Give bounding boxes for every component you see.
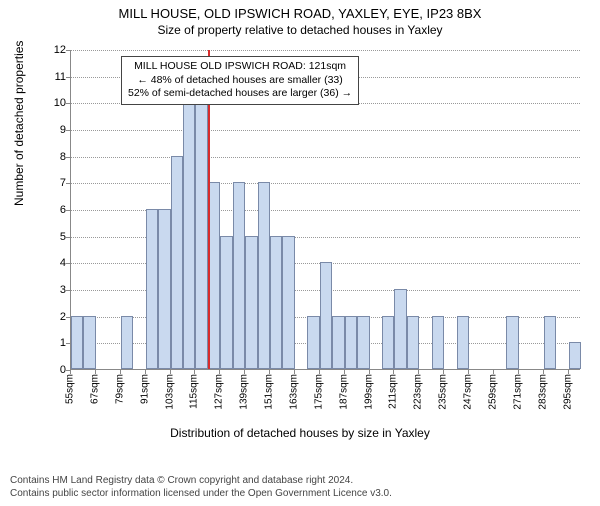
- histogram-bar: [171, 156, 183, 369]
- y-tick-mark: [66, 210, 70, 211]
- histogram-bar: [544, 316, 556, 369]
- chart-subtitle: Size of property relative to detached ho…: [0, 23, 600, 37]
- histogram-bar: [394, 289, 406, 369]
- y-tick-mark: [66, 183, 70, 184]
- x-tick-label: 247sqm: [463, 374, 474, 410]
- histogram-bar: [506, 316, 518, 369]
- histogram-bar: [569, 342, 581, 369]
- histogram-bar: [158, 209, 170, 369]
- y-tick-mark: [66, 103, 70, 104]
- x-tick-label: 67sqm: [89, 374, 100, 404]
- y-tick-mark: [66, 343, 70, 344]
- x-tick-label: 115sqm: [189, 374, 200, 409]
- y-tick-mark: [66, 130, 70, 131]
- y-tick-label: 7: [42, 177, 66, 189]
- y-tick-label: 3: [42, 284, 66, 296]
- histogram-bar: [146, 209, 158, 369]
- chart-area: MILL HOUSE OLD IPSWICH ROAD: 121sqm← 48%…: [50, 50, 580, 420]
- x-tick-label: 235sqm: [438, 374, 449, 410]
- y-tick-label: 0: [42, 364, 66, 376]
- x-tick-label: 211sqm: [388, 374, 399, 409]
- histogram-bar: [71, 316, 83, 369]
- x-tick-label: 283sqm: [537, 374, 548, 410]
- x-tick-label: 199sqm: [363, 374, 374, 410]
- gridline: [71, 130, 580, 131]
- histogram-bar: [245, 236, 257, 369]
- y-tick-label: 1: [42, 337, 66, 349]
- x-tick-label: 151sqm: [264, 374, 275, 410]
- x-tick-label: 55sqm: [65, 374, 76, 404]
- annot-line-1: MILL HOUSE OLD IPSWICH ROAD: 121sqm: [128, 60, 352, 74]
- histogram-bar: [83, 316, 95, 369]
- y-tick-mark: [66, 157, 70, 158]
- y-tick-mark: [66, 50, 70, 51]
- annot-line-2: ← 48% of detached houses are smaller (33…: [128, 74, 352, 88]
- annotation-box: MILL HOUSE OLD IPSWICH ROAD: 121sqm← 48%…: [121, 56, 359, 105]
- x-tick-label: 139sqm: [239, 374, 250, 410]
- x-tick-label: 259sqm: [487, 374, 498, 410]
- y-tick-label: 2: [42, 311, 66, 323]
- y-tick-mark: [66, 263, 70, 264]
- x-tick-label: 271sqm: [512, 374, 523, 410]
- x-tick-label: 187sqm: [338, 374, 349, 410]
- x-tick-label: 127sqm: [214, 374, 225, 410]
- y-tick-label: 9: [42, 124, 66, 136]
- x-tick-label: 175sqm: [313, 374, 324, 410]
- y-tick-mark: [66, 290, 70, 291]
- gridline: [71, 183, 580, 184]
- gridline: [71, 157, 580, 158]
- x-tick-label: 295sqm: [562, 374, 573, 410]
- x-axis-label: Distribution of detached houses by size …: [0, 426, 600, 440]
- y-axis-label: Number of detached properties: [12, 41, 26, 206]
- chart-title: MILL HOUSE, OLD IPSWICH ROAD, YAXLEY, EY…: [0, 6, 600, 21]
- y-tick-label: 5: [42, 231, 66, 243]
- x-tick-label: 91sqm: [139, 374, 150, 404]
- histogram-bar: [457, 316, 469, 369]
- y-tick-mark: [66, 237, 70, 238]
- histogram-bar: [270, 236, 282, 369]
- y-tick-label: 12: [42, 44, 66, 56]
- annot-line-3: 52% of semi-detached houses are larger (…: [128, 87, 352, 101]
- y-tick-mark: [66, 317, 70, 318]
- y-tick-label: 6: [42, 204, 66, 216]
- footnote: Contains HM Land Registry data © Crown c…: [10, 475, 392, 500]
- plot-area: MILL HOUSE OLD IPSWICH ROAD: 121sqm← 48%…: [70, 50, 580, 370]
- y-tick-label: 10: [42, 97, 66, 109]
- x-tick-label: 223sqm: [413, 374, 424, 410]
- histogram-bar: [357, 316, 369, 369]
- histogram-bar: [332, 316, 344, 369]
- y-tick-label: 8: [42, 151, 66, 163]
- histogram-bar: [233, 182, 245, 369]
- y-tick-label: 4: [42, 257, 66, 269]
- histogram-bar: [432, 316, 444, 369]
- x-tick-label: 79sqm: [114, 374, 125, 404]
- x-tick-label: 163sqm: [288, 374, 299, 410]
- histogram-bar: [382, 316, 394, 369]
- histogram-bar: [307, 316, 319, 369]
- histogram-bar: [195, 102, 207, 369]
- y-tick-mark: [66, 77, 70, 78]
- histogram-bar: [258, 182, 270, 369]
- footnote-line-1: Contains HM Land Registry data © Crown c…: [10, 475, 392, 488]
- x-tick-label: 103sqm: [164, 374, 175, 410]
- histogram-bar: [220, 236, 232, 369]
- histogram-bar: [320, 262, 332, 369]
- histogram-bar: [407, 316, 419, 369]
- histogram-bar: [183, 102, 195, 369]
- histogram-bar: [282, 236, 294, 369]
- y-tick-label: 11: [42, 71, 66, 83]
- footnote-line-2: Contains public sector information licen…: [10, 488, 392, 501]
- histogram-bar: [121, 316, 133, 369]
- histogram-bar: [345, 316, 357, 369]
- gridline: [71, 50, 580, 51]
